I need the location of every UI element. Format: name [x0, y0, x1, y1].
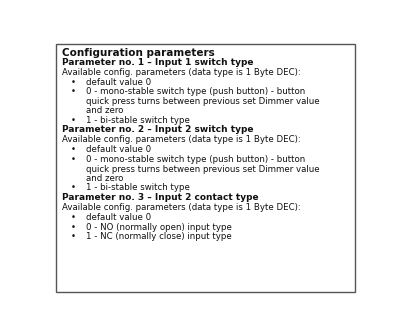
Text: and zero: and zero	[86, 174, 123, 183]
Text: Available config. parameters (data type is 1 Byte DEC):: Available config. parameters (data type …	[62, 203, 301, 212]
Text: •: •	[71, 116, 76, 124]
Text: •: •	[71, 78, 76, 87]
Text: •: •	[71, 232, 76, 241]
Text: Available config. parameters (data type is 1 Byte DEC):: Available config. parameters (data type …	[62, 68, 301, 77]
Text: default value 0: default value 0	[86, 78, 151, 87]
Text: •: •	[71, 223, 76, 232]
Text: •: •	[71, 155, 76, 164]
Text: 1 - bi-stable switch type: 1 - bi-stable switch type	[86, 183, 190, 192]
Text: 0 - mono-stable switch type (push button) - button: 0 - mono-stable switch type (push button…	[86, 87, 305, 96]
Text: Available config. parameters (data type is 1 Byte DEC):: Available config. parameters (data type …	[62, 135, 301, 144]
Text: default value 0: default value 0	[86, 213, 151, 222]
FancyBboxPatch shape	[56, 44, 355, 291]
Text: 1 - NC (normally close) input type: 1 - NC (normally close) input type	[86, 232, 231, 241]
Text: default value 0: default value 0	[86, 145, 151, 154]
Text: •: •	[71, 145, 76, 154]
Text: 1 - bi-stable switch type: 1 - bi-stable switch type	[86, 116, 190, 124]
Text: quick press turns between previous set Dimmer value: quick press turns between previous set D…	[86, 97, 319, 106]
Text: quick press turns between previous set Dimmer value: quick press turns between previous set D…	[86, 165, 319, 174]
Text: •: •	[71, 87, 76, 96]
Text: Parameter no. 3 – Input 2 contact type: Parameter no. 3 – Input 2 contact type	[62, 193, 259, 202]
Text: •: •	[71, 183, 76, 192]
Text: and zero: and zero	[86, 107, 123, 116]
Text: •: •	[71, 213, 76, 222]
Text: Parameter no. 1 – Input 1 switch type: Parameter no. 1 – Input 1 switch type	[62, 58, 254, 67]
Text: 0 - mono-stable switch type (push button) - button: 0 - mono-stable switch type (push button…	[86, 155, 305, 164]
Text: 0 - NO (normally open) input type: 0 - NO (normally open) input type	[86, 223, 232, 232]
Text: Parameter no. 2 – Input 2 switch type: Parameter no. 2 – Input 2 switch type	[62, 125, 254, 134]
Text: Configuration parameters: Configuration parameters	[62, 48, 215, 58]
